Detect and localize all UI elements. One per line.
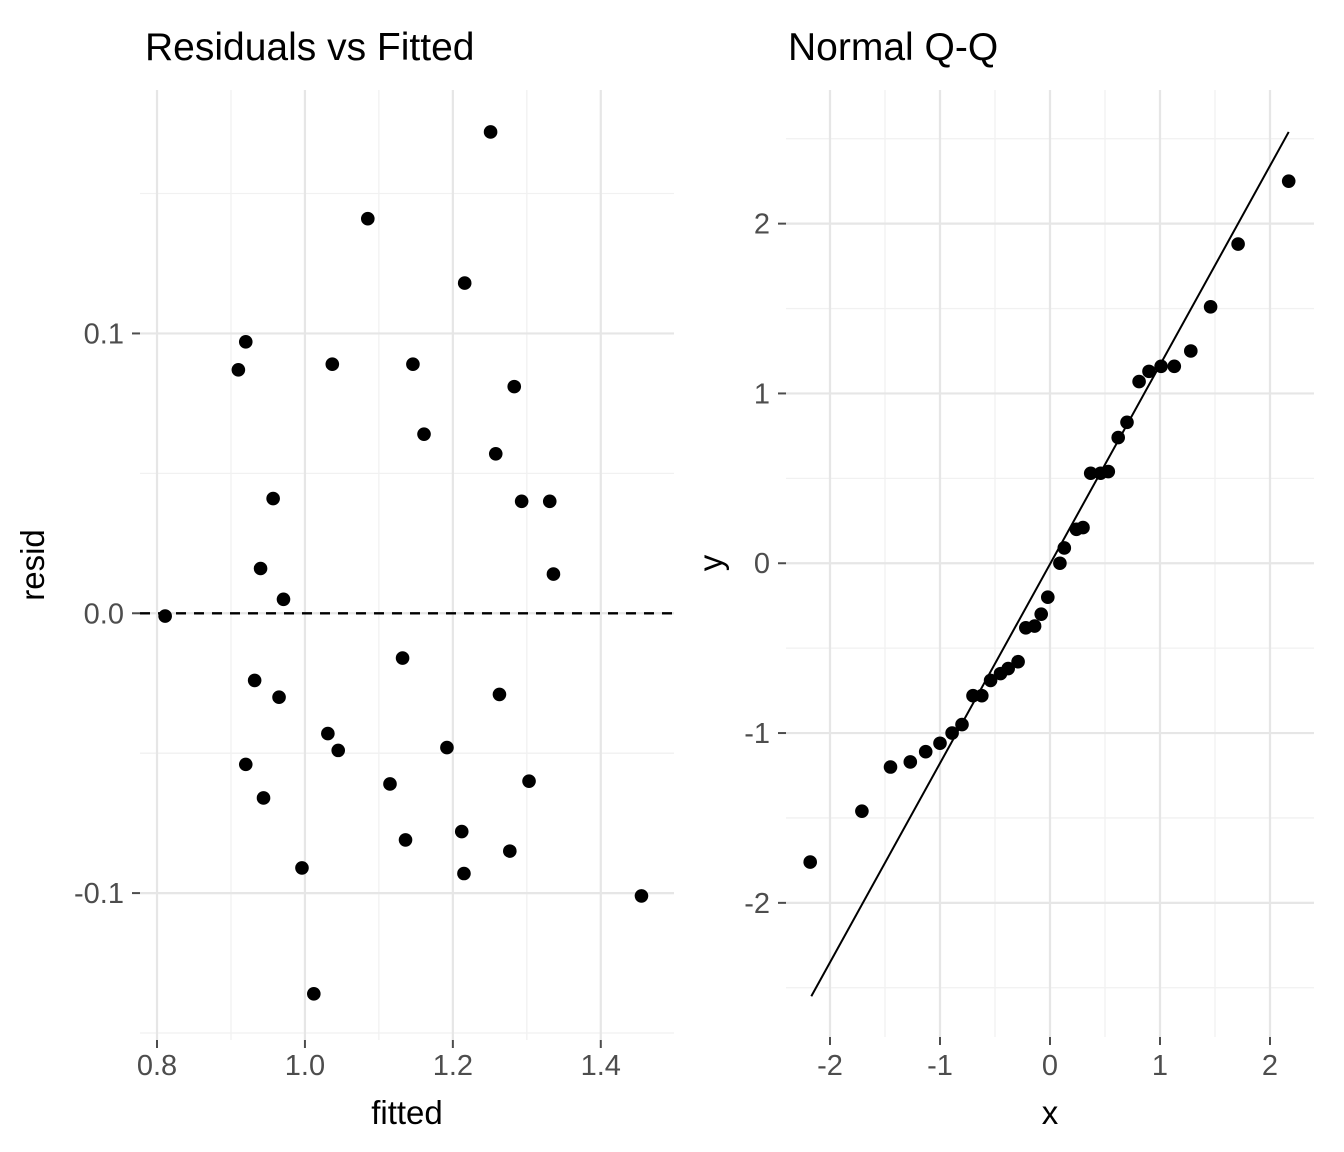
y-tick-label: 1 bbox=[754, 378, 770, 410]
data-point bbox=[1142, 364, 1156, 379]
data-point bbox=[803, 855, 817, 869]
x-tick-label: 1.4 bbox=[581, 1050, 621, 1082]
normal-qq-panel: -2 -1 0 1 2 2 1 0 -1 -2 bbox=[744, 90, 1314, 1082]
data-point bbox=[945, 726, 959, 740]
data-point bbox=[1083, 466, 1098, 481]
data-point bbox=[417, 427, 431, 441]
residuals-vs-fitted-panel: 0.8 1.0 1.2 1.4 -0.1 0.0 0.1 bbox=[74, 90, 674, 1082]
x-tick-label: -2 bbox=[817, 1050, 843, 1082]
data-point bbox=[406, 357, 420, 372]
data-point bbox=[398, 833, 413, 847]
data-point bbox=[307, 987, 321, 1001]
data-point bbox=[1057, 541, 1072, 555]
data-point bbox=[1203, 300, 1218, 314]
left-x-axis-title: fitted bbox=[371, 1094, 443, 1131]
data-point bbox=[1041, 590, 1055, 605]
data-point bbox=[266, 491, 280, 506]
data-point bbox=[1053, 556, 1067, 571]
data-point bbox=[955, 717, 969, 732]
data-point bbox=[1076, 520, 1090, 535]
y-tick-label: -1 bbox=[744, 718, 770, 750]
data-point bbox=[855, 804, 869, 818]
data-point bbox=[231, 363, 246, 377]
qq-reference-line bbox=[810, 131, 1290, 997]
data-point bbox=[361, 211, 375, 226]
data-point bbox=[1027, 619, 1042, 633]
x-tick-label: 2 bbox=[1262, 1050, 1278, 1082]
data-point bbox=[238, 335, 253, 349]
data-point bbox=[483, 125, 498, 139]
y-tick-label: 2 bbox=[754, 209, 770, 241]
data-point bbox=[918, 744, 933, 759]
data-point bbox=[522, 774, 536, 788]
data-point bbox=[507, 379, 522, 394]
data-point bbox=[546, 567, 561, 581]
data-point bbox=[253, 561, 268, 576]
right-x-axis-title: x bbox=[1042, 1094, 1059, 1131]
y-tick-label: -2 bbox=[744, 888, 770, 920]
data-point bbox=[488, 446, 503, 461]
data-point bbox=[457, 866, 471, 881]
right-plot-title: Normal Q-Q bbox=[788, 26, 998, 69]
data-point bbox=[295, 861, 309, 875]
data-point bbox=[383, 777, 397, 791]
data-point bbox=[514, 494, 529, 509]
x-tick-label: 0 bbox=[1042, 1050, 1058, 1082]
data-point bbox=[1231, 237, 1245, 251]
data-point bbox=[440, 740, 454, 755]
data-point bbox=[1184, 344, 1198, 358]
x-tick-label: 0.8 bbox=[137, 1050, 177, 1082]
data-point bbox=[276, 592, 291, 607]
x-tick-label: 1 bbox=[1152, 1050, 1168, 1082]
left-y-axis-title: resid bbox=[14, 529, 51, 601]
left-plot-title: Residuals vs Fitted bbox=[145, 26, 474, 69]
y-tick-label: 0.0 bbox=[84, 598, 124, 630]
data-point bbox=[247, 673, 262, 688]
data-point bbox=[634, 889, 649, 903]
data-point bbox=[933, 736, 947, 751]
data-point bbox=[542, 494, 557, 509]
data-point bbox=[503, 844, 517, 858]
data-point bbox=[321, 726, 335, 741]
data-point bbox=[1034, 607, 1048, 621]
data-point bbox=[883, 760, 898, 774]
data-point bbox=[454, 824, 469, 839]
data-point bbox=[1281, 174, 1296, 188]
data-point bbox=[1011, 654, 1025, 669]
data-point bbox=[331, 743, 346, 758]
data-point bbox=[903, 755, 918, 769]
data-point bbox=[238, 757, 253, 772]
y-tick-label: 0.1 bbox=[84, 318, 124, 350]
right-y-axis-title: y bbox=[692, 554, 729, 571]
data-point bbox=[1001, 661, 1015, 676]
data-point bbox=[975, 688, 989, 703]
data-point bbox=[325, 357, 340, 372]
x-tick-label: 1.0 bbox=[285, 1050, 325, 1082]
data-point bbox=[158, 609, 172, 623]
data-point bbox=[256, 791, 271, 805]
y-tick-label: -0.1 bbox=[74, 878, 124, 910]
x-tick-label: -1 bbox=[927, 1050, 953, 1082]
data-point bbox=[1101, 464, 1116, 479]
data-point bbox=[457, 276, 472, 290]
data-point bbox=[1120, 415, 1134, 430]
data-point bbox=[395, 651, 410, 665]
data-point bbox=[1132, 374, 1146, 389]
data-point bbox=[1154, 359, 1168, 374]
y-tick-label: 0 bbox=[754, 548, 770, 580]
data-point bbox=[1167, 359, 1182, 374]
x-tick-label: 1.2 bbox=[433, 1050, 473, 1082]
data-point bbox=[983, 673, 998, 688]
data-point bbox=[272, 690, 286, 705]
data-point bbox=[492, 687, 507, 702]
data-point bbox=[1111, 430, 1125, 445]
